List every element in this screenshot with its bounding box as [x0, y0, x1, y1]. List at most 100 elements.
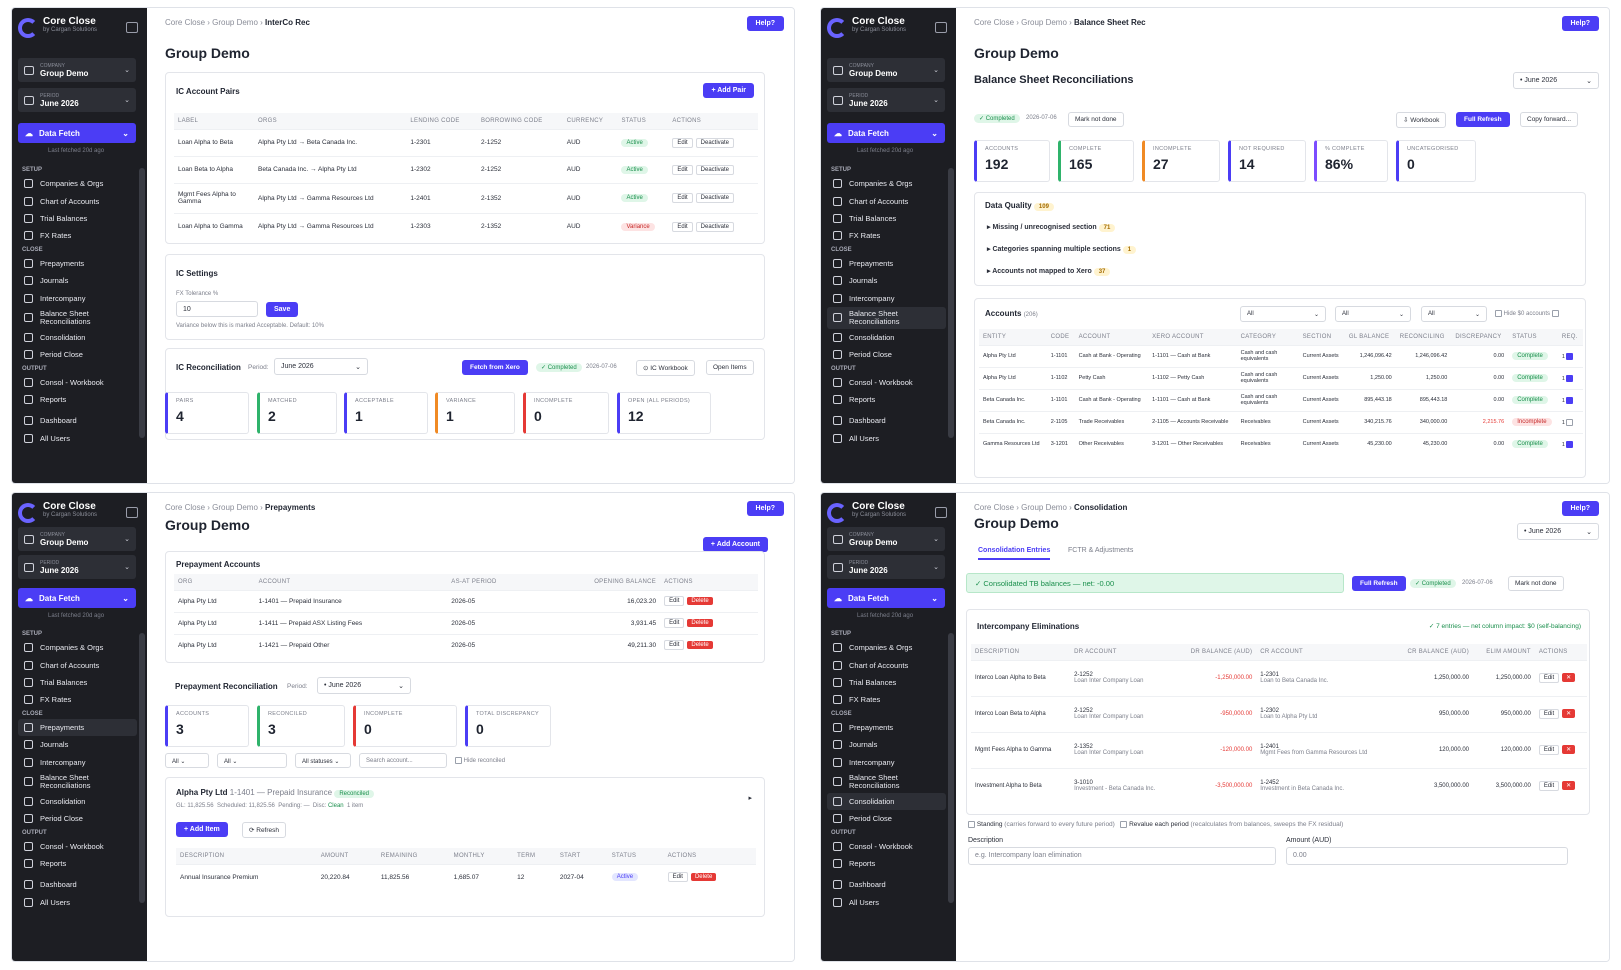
add-item-button[interactable]: + Add Item: [176, 822, 228, 837]
checkbox[interactable]: [1495, 310, 1502, 317]
edit-button[interactable]: Edit: [1538, 781, 1560, 792]
data-fetch-button[interactable]: ☁ Data Fetch ⌄: [827, 123, 945, 143]
sidebar-scrollbar[interactable]: [948, 633, 954, 903]
tab-fctr-adjustments[interactable]: FCTR & Adjustments: [1068, 547, 1134, 554]
nav-period-close[interactable]: Period Close: [827, 810, 946, 827]
nav-dashboard[interactable]: Dashboard: [827, 412, 946, 429]
nav-bs-rec[interactable]: Balance Sheet Reconciliations: [18, 771, 137, 793]
filter-status[interactable]: All statuses ⌄: [295, 753, 351, 768]
nav-fx-rates[interactable]: FX Rates: [827, 227, 946, 244]
data-fetch-button[interactable]: ☁ Data Fetch ⌄: [827, 588, 945, 608]
crumb-root[interactable]: Core Close: [974, 18, 1015, 27]
table-row[interactable]: Beta Canada Inc. 1-1101 Cash at Bank - Ope…: [979, 388, 1583, 411]
edit-button[interactable]: Edit: [664, 596, 685, 606]
crumb-company[interactable]: Group Demo: [1021, 503, 1067, 512]
nav-trial-balances[interactable]: Trial Balances: [827, 674, 946, 691]
checkbox[interactable]: [1566, 374, 1574, 382]
workbook-button[interactable]: ⇩ Workbook: [1396, 112, 1447, 128]
nav-chart-of-accounts[interactable]: Chart of Accounts: [827, 656, 946, 673]
company-select[interactable]: COMPANY Group Demo ⌄: [827, 527, 945, 551]
crumb-root[interactable]: Core Close: [974, 503, 1015, 512]
edit-button[interactable]: Edit: [672, 193, 693, 203]
deactivate-button[interactable]: Deactivate: [695, 137, 735, 148]
mark-not-done-button[interactable]: Mark not done: [1068, 112, 1124, 127]
collapse-sidebar-icon[interactable]: [126, 22, 138, 33]
company-select[interactable]: COMPANY Group Demo ⌄: [18, 527, 136, 551]
delete-icon[interactable]: ✕: [1562, 745, 1576, 754]
checkbox[interactable]: [1566, 396, 1574, 404]
mark-not-done-button[interactable]: Mark not done: [1508, 576, 1564, 591]
nav-all-users[interactable]: All Users: [18, 430, 137, 447]
edit-button[interactable]: Edit: [667, 872, 688, 883]
nav-prepayments[interactable]: Prepayments: [18, 255, 137, 272]
dq-item[interactable]: ▸ Categories spanning multiple sections …: [987, 245, 1137, 254]
nav-prepayments[interactable]: Prepayments: [827, 255, 946, 272]
checkbox[interactable]: [1566, 440, 1574, 448]
standing-toggle[interactable]: Standing (carries forward to every futur…: [968, 821, 1343, 828]
hide-reconciled-toggle[interactable]: Hide reconciled: [455, 757, 505, 764]
nav-chart-of-accounts[interactable]: Chart of Accounts: [827, 192, 946, 209]
collapse-sidebar-icon[interactable]: [126, 507, 138, 518]
amount-input[interactable]: 0.00: [1286, 847, 1568, 865]
nav-dashboard[interactable]: Dashboard: [18, 876, 137, 893]
period-select[interactable]: PERIOD June 2026 ⌄: [18, 555, 136, 579]
checkbox[interactable]: [1551, 310, 1559, 317]
sidebar-scrollbar[interactable]: [139, 168, 145, 438]
nav-journals[interactable]: Journals: [18, 736, 137, 753]
dq-item[interactable]: ▸ Accounts not mapped to Xero 37: [987, 267, 1111, 276]
nav-journals[interactable]: Journals: [827, 272, 946, 289]
nav-reports[interactable]: Reports: [827, 391, 946, 408]
open-items-button[interactable]: Open Items: [706, 360, 754, 375]
nav-dashboard[interactable]: Dashboard: [18, 412, 137, 429]
nav-companies[interactable]: Companies & Orgs: [18, 639, 137, 656]
collapse-sidebar-icon[interactable]: [935, 507, 947, 518]
nav-fx-rates[interactable]: FX Rates: [18, 691, 137, 708]
full-refresh-button[interactable]: Full Refresh: [1456, 112, 1510, 127]
table-row[interactable]: Alpha Pty Ltd 1-1101 Cash at Bank - Operat…: [979, 344, 1583, 367]
table-row[interactable]: Beta Canada Inc. 2-1105 Trade Receivables 2…: [979, 410, 1583, 433]
filter-category[interactable]: All ⌄: [1335, 306, 1411, 322]
period-select[interactable]: PERIOD June 2026 ⌄: [18, 88, 136, 112]
nav-companies[interactable]: Companies & Orgs: [827, 639, 946, 656]
edit-button[interactable]: Edit: [672, 137, 693, 148]
nav-trial-balances[interactable]: Trial Balances: [827, 210, 946, 227]
nav-consolidation[interactable]: Consolidation: [18, 793, 137, 810]
nav-period-close[interactable]: Period Close: [827, 346, 946, 363]
company-select[interactable]: COMPANY Group Demo ⌄: [827, 58, 945, 82]
help-button[interactable]: Help?: [746, 16, 784, 31]
delete-button[interactable]: Delete: [687, 597, 713, 605]
nav-trial-balances[interactable]: Trial Balances: [18, 210, 137, 227]
nav-fx-rates[interactable]: FX Rates: [18, 227, 137, 244]
nav-dashboard[interactable]: Dashboard: [827, 876, 946, 893]
crumb-root[interactable]: Core Close: [165, 503, 206, 512]
sidebar-scrollbar[interactable]: [948, 168, 954, 438]
nav-chart-of-accounts[interactable]: Chart of Accounts: [18, 656, 137, 673]
nav-intercompany[interactable]: Intercompany: [18, 289, 137, 306]
description-input[interactable]: e.g. Intercompany loan elimination: [968, 847, 1276, 865]
deactivate-button[interactable]: Deactivate: [695, 221, 735, 232]
edit-button[interactable]: Edit: [1538, 673, 1560, 683]
crumb-company[interactable]: Group Demo: [1021, 18, 1067, 27]
delete-button[interactable]: Delete: [687, 641, 713, 650]
nav-intercompany[interactable]: Intercompany: [827, 753, 946, 770]
period-select[interactable]: June 2026 ⌄: [274, 358, 368, 375]
nav-all-users[interactable]: All Users: [827, 894, 946, 911]
fx-tolerance-input[interactable]: 10: [176, 301, 258, 317]
nav-consol-workbook[interactable]: Consol - Workbook: [18, 374, 137, 391]
nav-reports[interactable]: Reports: [827, 855, 946, 872]
hide-zero-toggle[interactable]: Hide $0 accounts: [1495, 310, 1559, 317]
nav-all-users[interactable]: All Users: [827, 430, 946, 447]
checkbox[interactable]: [1566, 352, 1574, 360]
nav-chart-of-accounts[interactable]: Chart of Accounts: [18, 192, 137, 209]
refresh-button[interactable]: ⟳ Refresh: [242, 822, 287, 838]
filter-account[interactable]: All ⌄: [217, 753, 287, 768]
checkbox[interactable]: [1120, 821, 1128, 828]
deactivate-button[interactable]: Deactivate: [695, 164, 735, 175]
help-button[interactable]: Help?: [746, 501, 784, 516]
nav-bs-rec[interactable]: Balance Sheet Reconciliations: [827, 771, 946, 793]
nav-consolidation[interactable]: Consolidation: [18, 329, 137, 346]
filter-entity[interactable]: All ⌄: [1240, 306, 1326, 322]
nav-bs-rec[interactable]: Balance Sheet Reconciliations: [827, 306, 946, 329]
edit-button[interactable]: Edit: [1538, 745, 1560, 755]
period-select[interactable]: • June 2026 ⌄: [1517, 523, 1599, 540]
